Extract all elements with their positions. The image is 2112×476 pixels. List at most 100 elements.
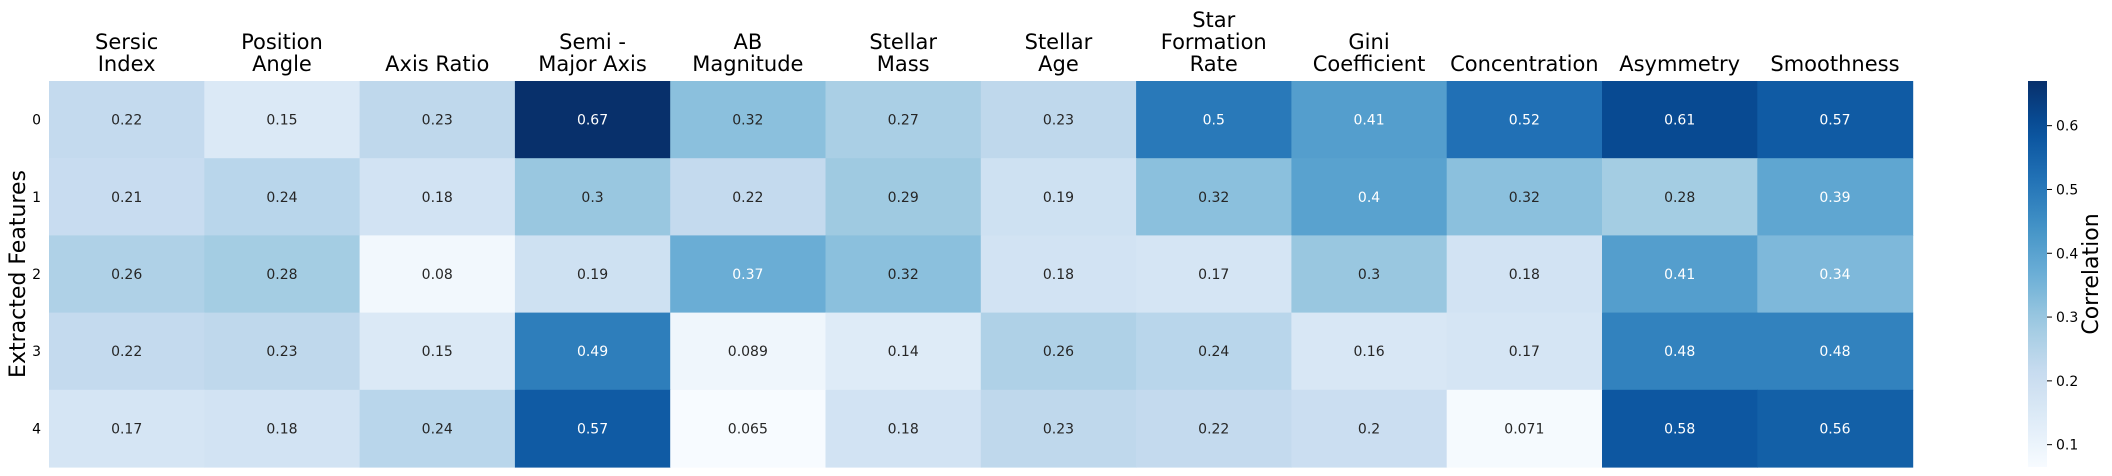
heatmap-cell	[1602, 235, 1758, 314]
heatmap-cell	[670, 312, 827, 391]
cell-value-label: 0.24	[422, 421, 453, 437]
column-label: Axis Ratio	[385, 52, 489, 76]
heatmap-cell	[49, 158, 205, 236]
colorbar-label: Correlation	[2079, 213, 2104, 334]
colorbar-tick-label: 0.3	[2056, 310, 2078, 326]
row-labels: 0 1 2 3 4	[32, 113, 41, 438]
colorbar-tick-label: 0.6	[2056, 119, 2078, 135]
cell-value-label: 0.26	[111, 267, 142, 283]
cell-value-label: 0.67	[577, 113, 608, 129]
cell-value-label: 0.32	[732, 113, 763, 129]
cell-value-label: 0.21	[111, 190, 142, 206]
colorbar-tick-label: 0.5	[2056, 182, 2078, 198]
column-label: Stellar Age	[1025, 30, 1093, 76]
cell-value-label: 0.17	[1198, 267, 1229, 283]
heatmap-cell	[825, 81, 982, 159]
heatmap-cell	[514, 158, 671, 236]
cell-value-label: 0.23	[1043, 113, 1074, 129]
heatmap-cell	[1757, 389, 1914, 468]
cell-value-label: 0.22	[1198, 421, 1229, 437]
heatmap-cell	[1446, 81, 1603, 159]
column-label: Star Formation Rate	[1161, 8, 1267, 76]
heatmap-cell	[1602, 389, 1758, 468]
heatmap-cell	[1291, 158, 1448, 236]
column-label: Smoothness	[1770, 52, 1899, 76]
heatmap-cell	[514, 81, 671, 159]
cell-value-label: 0.24	[266, 190, 297, 206]
cell-value-label: 0.4	[1358, 190, 1380, 206]
cell-value-label: 0.19	[1043, 190, 1074, 206]
cell-value-label: 0.3	[1358, 267, 1380, 283]
heatmap-cell	[49, 312, 205, 391]
cell-value-label: 0.18	[1509, 267, 1540, 283]
heatmap-cell	[1446, 235, 1603, 314]
heatmap-cell	[359, 235, 516, 314]
heatmap-cell	[359, 312, 516, 391]
heatmap-cell	[1757, 158, 1914, 236]
cell-value-label: 0.39	[1819, 190, 1850, 206]
cell-value-label: 0.089	[728, 344, 768, 360]
cell-value-label: 0.17	[1509, 344, 1540, 360]
heatmap-cell	[49, 235, 205, 314]
y-axis-label: Extracted Features	[6, 170, 31, 378]
cell-value-label: 0.32	[1198, 190, 1229, 206]
heatmap-cell	[1757, 81, 1914, 159]
cell-value-label: 0.22	[732, 190, 763, 206]
heatmap-cell	[1136, 389, 1292, 468]
cell-value-label: 0.2	[1358, 421, 1380, 437]
cell-value-label: 0.32	[888, 267, 919, 283]
cell-value-label: 0.58	[1664, 421, 1695, 437]
row-label: 3	[32, 344, 41, 360]
cell-value-label: 0.23	[422, 113, 453, 129]
cell-value-label: 0.24	[1198, 344, 1229, 360]
heatmap-cell	[980, 312, 1137, 391]
heatmap-cell	[514, 312, 671, 391]
heatmap-cell	[1136, 312, 1292, 391]
cell-value-label: 0.071	[1504, 421, 1544, 437]
cell-value-label: 0.28	[1664, 190, 1695, 206]
cell-value-label: 0.15	[266, 113, 297, 129]
heatmap-cell	[1291, 312, 1448, 391]
colorbar-tick-label: 0.1	[2056, 438, 2078, 454]
heatmap-cell	[1136, 235, 1292, 314]
heatmap-cell	[980, 235, 1137, 314]
colorbar: 0.1 0.2 0.3 0.4 0.5 0.6 Correlation	[2028, 81, 2104, 467]
cell-value-label: 0.23	[1043, 421, 1074, 437]
heatmap-cell	[1757, 235, 1914, 314]
heatmap-cell	[825, 235, 982, 314]
heatmap-cell	[980, 389, 1137, 468]
column-label: Gini Coefficient	[1313, 30, 1426, 76]
heatmap-cell	[1291, 81, 1448, 159]
heatmap-cell	[825, 389, 982, 468]
heatmap-cell	[204, 235, 361, 314]
cell-value-label: 0.41	[1664, 267, 1695, 283]
column-label: Concentration	[1450, 52, 1599, 76]
heatmap-cell	[1291, 389, 1448, 468]
cell-value-label: 0.27	[888, 113, 919, 129]
column-label: Stellar Mass	[869, 30, 937, 76]
heatmap-cell	[49, 81, 205, 159]
column-label: AB Magnitude	[692, 30, 803, 76]
cell-value-label: 0.57	[1819, 113, 1850, 129]
cell-value-label: 0.18	[422, 190, 453, 206]
cell-value-label: 0.37	[732, 267, 763, 283]
heatmap-cell	[514, 389, 671, 468]
row-label: 0	[32, 113, 41, 129]
column-label: Sersic Index	[95, 30, 158, 76]
cell-value-label: 0.56	[1819, 421, 1850, 437]
cell-value-label: 0.16	[1353, 344, 1384, 360]
cell-value-label: 0.19	[577, 267, 608, 283]
cell-value-label: 0.15	[422, 344, 453, 360]
heatmap-cell	[825, 158, 982, 236]
heatmap-cell	[204, 312, 361, 391]
heatmap-cell	[1291, 235, 1448, 314]
cell-value-label: 0.57	[577, 421, 608, 437]
cell-value-label: 0.17	[111, 421, 142, 437]
heatmap-cell	[1602, 312, 1758, 391]
heatmap-cell	[1602, 158, 1758, 236]
cell-value-label: 0.28	[266, 267, 297, 283]
row-label: 2	[32, 267, 41, 283]
colorbar-tick-label: 0.4	[2056, 246, 2078, 262]
heatmap-cell	[980, 81, 1137, 159]
cell-value-label: 0.18	[266, 421, 297, 437]
